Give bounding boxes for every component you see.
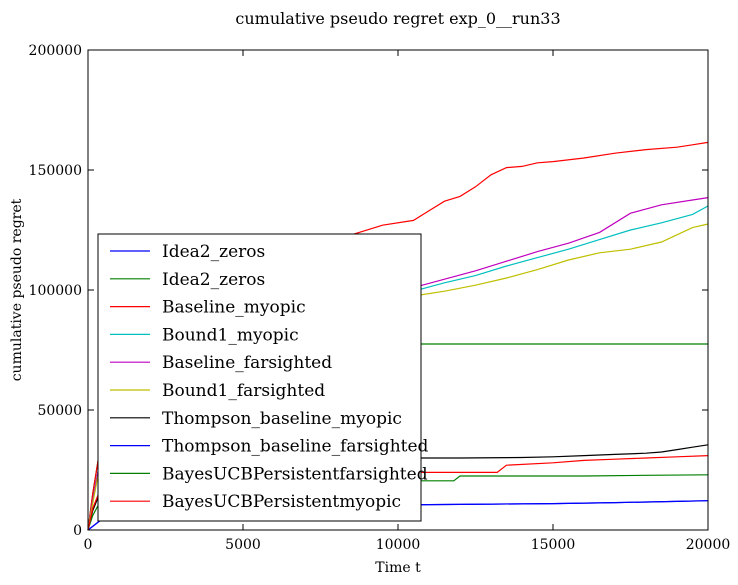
legend-label-4: Baseline_farsighted — [162, 353, 332, 373]
y-axis-label: cumulative pseudo regret — [9, 198, 25, 381]
legend-box — [97, 233, 422, 522]
y-tick-label-3: 150000 — [29, 163, 82, 179]
ticks-layer: 0 5000 10000 15000 2000005000010000015000020… — [29, 43, 731, 553]
x-axis-label: Time t — [375, 560, 421, 576]
legend-label-9: BayesUCBPersistentmyopic — [162, 492, 401, 512]
y-tick-label-1: 50000 — [37, 403, 82, 419]
legend-label-7: Thompson_baseline_farsighted — [162, 437, 429, 457]
legend-label-6: Thompson_baseline_myopic — [162, 409, 402, 429]
y-tick-label-0: 0 — [73, 523, 82, 539]
legend-label-2: Baseline_myopic — [162, 298, 306, 318]
x-tick-label-3: 15000 — [531, 537, 576, 553]
x-tick-label-2: 10000 — [376, 537, 421, 553]
y-tick-label-4: 200000 — [29, 43, 82, 59]
legend: Idea2_zeros Idea2_zeros Baseline_myopic Bou… — [97, 233, 429, 522]
legend-label-5: Bound1_farsighted — [162, 381, 325, 401]
x-tick-label-4: 20000 — [686, 537, 731, 553]
x-tick-label-0: 0 — [84, 537, 93, 553]
legend-label-1: Idea2_zeros — [162, 270, 265, 290]
y-tick-label-2: 100000 — [29, 283, 82, 299]
x-tick-label-1: 5000 — [225, 537, 261, 553]
legend-label-3: Bound1_myopic — [162, 325, 299, 345]
legend-label-8: BayesUCBPersistentfarsighted — [162, 464, 428, 484]
chart-title: cumulative pseudo regret exp_0__run33 — [235, 9, 560, 28]
legend-label-0: Idea2_zeros — [162, 242, 265, 262]
